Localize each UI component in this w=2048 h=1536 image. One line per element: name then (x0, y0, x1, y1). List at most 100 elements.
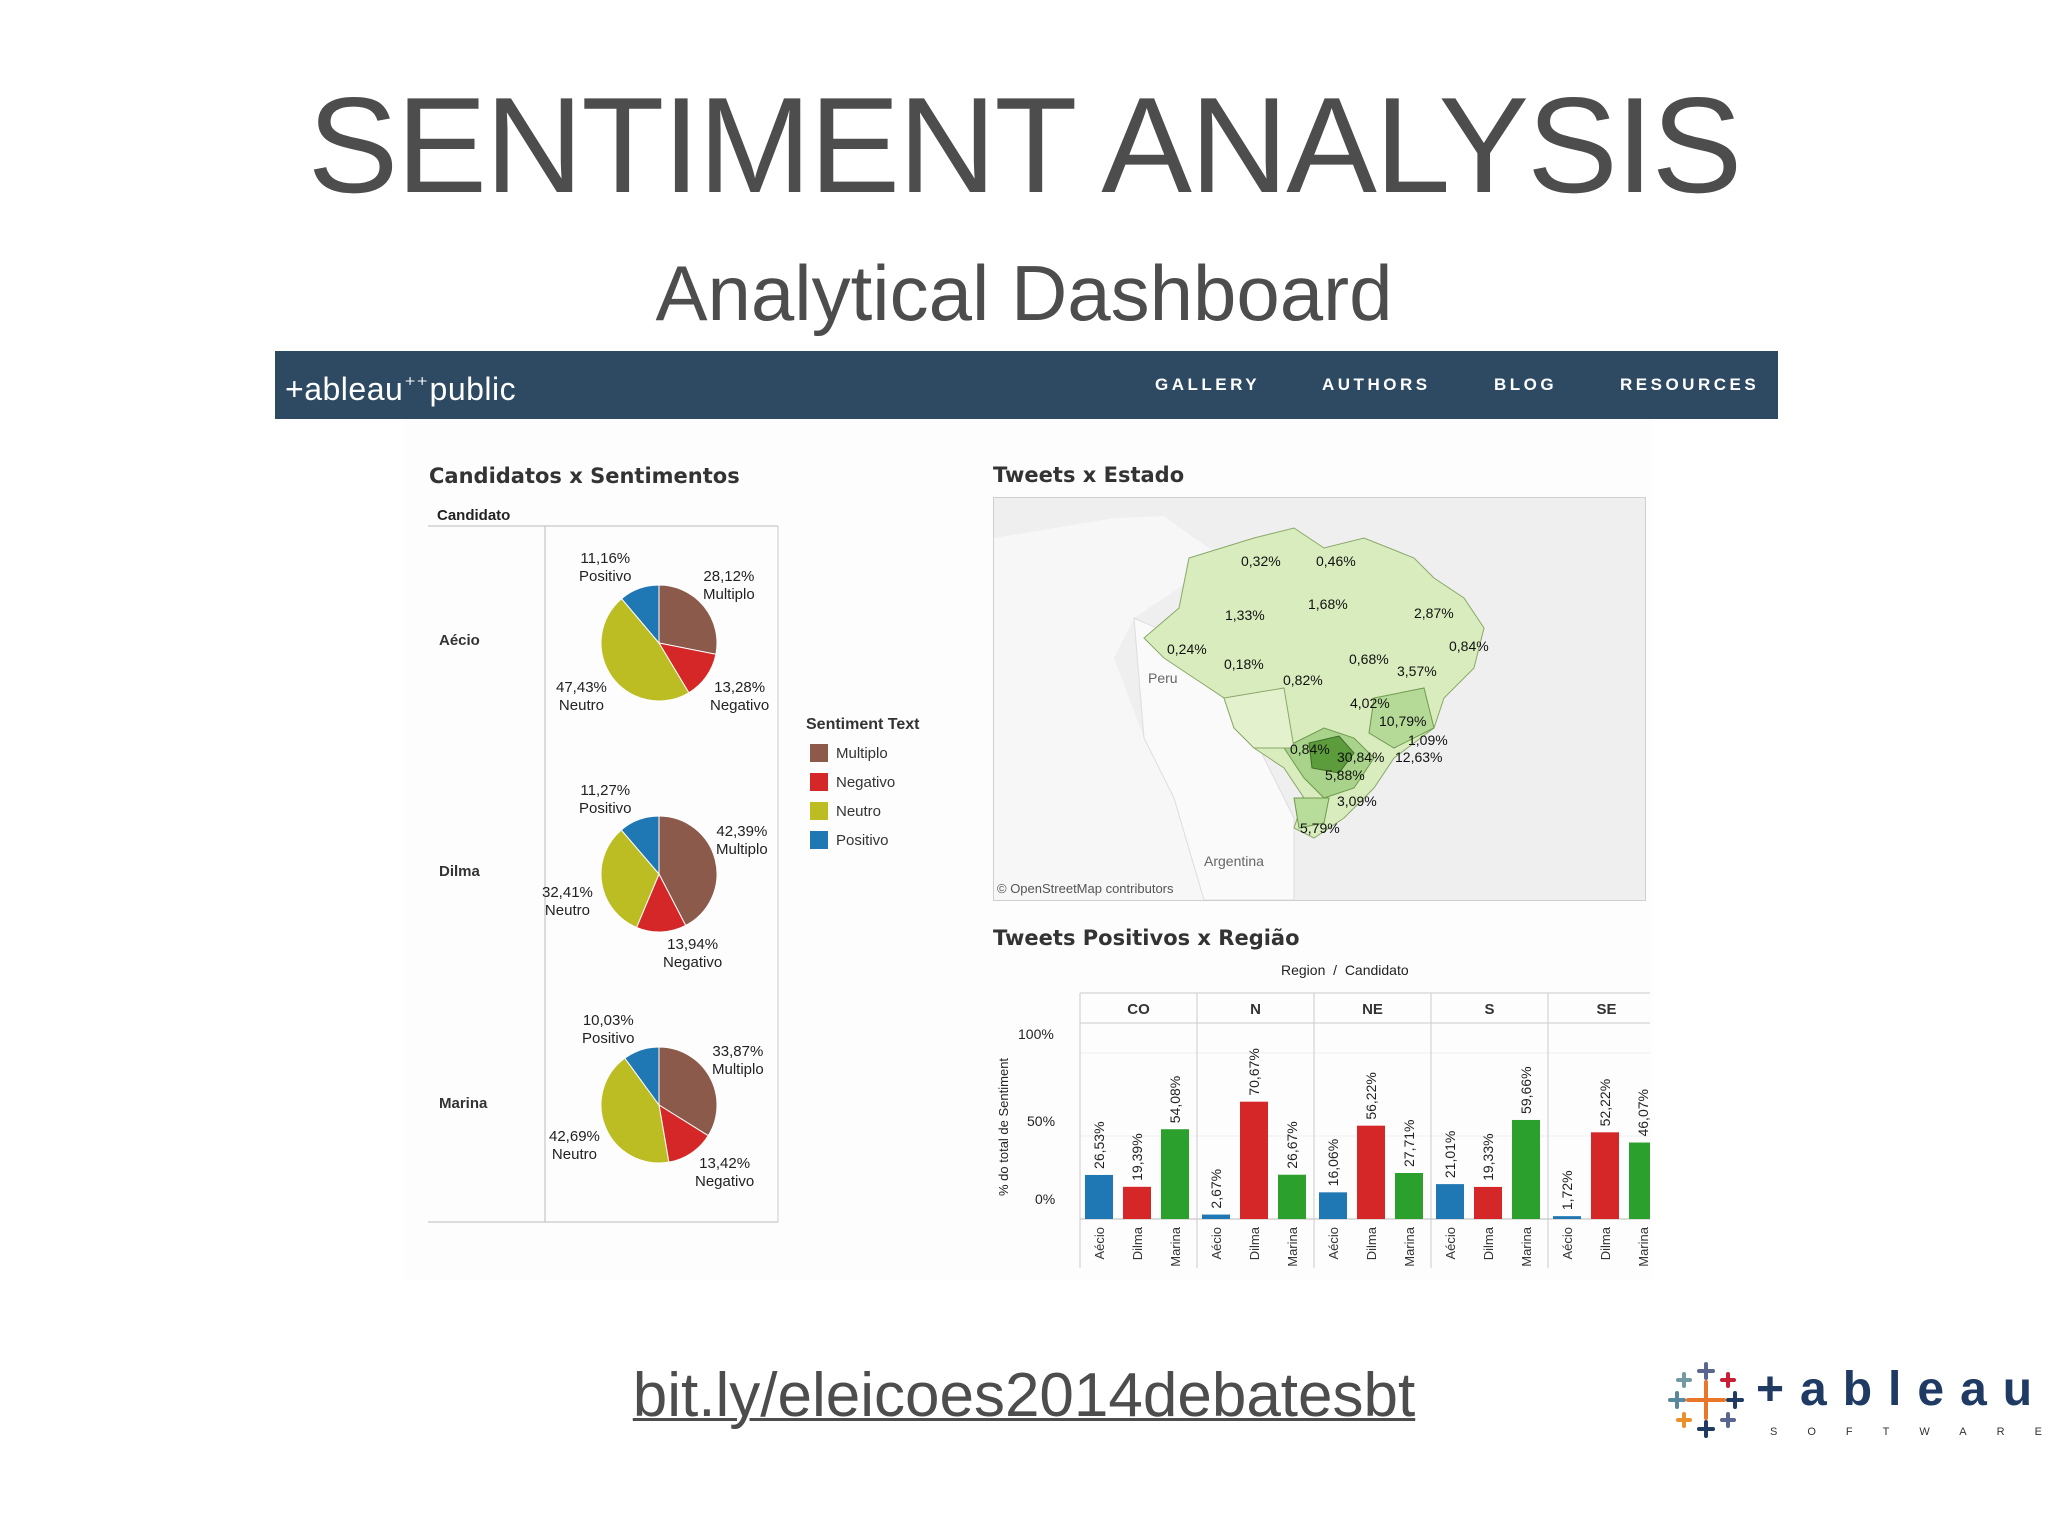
ytick: 50% (1027, 1113, 1056, 1129)
pies-section-title: Candidatos x Sentimentos (429, 464, 740, 488)
pie-label-multiplo: 42,39% Multiplo (716, 823, 768, 858)
legend-item-negativo[interactable]: Negativo (810, 773, 895, 791)
bar-co-1[interactable] (1123, 1186, 1151, 1219)
slide-subtitle: Analytical Dashboard (655, 249, 1393, 337)
bars-header: Region / Candidato (1281, 962, 1409, 978)
pie-slice-positivo[interactable] (624, 1046, 660, 1107)
nav-blog[interactable]: BLOG (1494, 375, 1558, 394)
pie-label-neutro: 47,43% Neutro (556, 679, 607, 714)
map-value-label: 4,02% (1350, 695, 1390, 711)
map-value-label: 0,82% (1283, 672, 1323, 688)
bar-se-2[interactable] (1629, 1142, 1650, 1219)
legend-item-positivo[interactable]: Positivo (810, 831, 889, 849)
bar-value-label: 46,07% (1635, 1089, 1650, 1136)
candidate-axis-label: Marina (1402, 1226, 1417, 1267)
bar-ne-2[interactable] (1395, 1173, 1423, 1219)
bar-s-2[interactable] (1512, 1119, 1540, 1219)
nav-resources[interactable]: RESOURCES (1620, 375, 1760, 394)
map-value-label: 0,18% (1224, 656, 1264, 672)
bar-ne-0[interactable] (1319, 1192, 1347, 1219)
map-value-label: 0,32% (1241, 553, 1281, 569)
pie-slice-positivo[interactable] (620, 584, 660, 645)
region-label: S (1484, 1001, 1494, 1018)
region-label: NE (1362, 1001, 1383, 1018)
pie-slice-multiplo[interactable] (658, 584, 718, 655)
bar-chart[interactable]: CO 26,53% Aécio 19,39% Dilma 54,08% Marina N 2,6… (1070, 983, 1650, 1268)
bar-co-0[interactable] (1085, 1174, 1113, 1219)
candidate-axis-label: Aécio (1326, 1227, 1341, 1260)
pie-slice-neutro[interactable] (600, 597, 690, 702)
map-value-label: 0,24% (1167, 641, 1207, 657)
map-attribution[interactable]: © OpenStreetMap contributors (997, 881, 1174, 896)
legend-title: Sentiment Text (806, 716, 920, 733)
bar-n-1[interactable] (1240, 1101, 1268, 1219)
bar-n-0[interactable] (1202, 1214, 1230, 1219)
bar-value-label: 19,33% (1480, 1133, 1496, 1180)
pie-slice-neutro[interactable] (600, 1057, 670, 1164)
slide-title: SENTIMENT ANALYSIS (307, 69, 1743, 221)
map-value-label: 0,68% (1349, 651, 1389, 667)
map-value-label: 0,84% (1290, 741, 1330, 757)
pie-label-neutro: 42,69% Neutro (549, 1128, 600, 1163)
brazil-map[interactable]: 0,32% 0,46% 1,33% 1,68% 2,87% 0,24% 0,18… (993, 497, 1646, 901)
bars-section-title: Tweets Positivos x Região (993, 926, 1300, 950)
bar-value-label: 56,22% (1363, 1072, 1379, 1119)
pie-dilma[interactable] (599, 814, 719, 934)
pies-table-grid (428, 525, 779, 1223)
bar-se-1[interactable] (1591, 1132, 1619, 1219)
pie-slice-neutro[interactable] (600, 829, 660, 929)
pie-slice-positivo[interactable] (620, 815, 660, 876)
candidate-axis-label: Dilma (1481, 1226, 1496, 1260)
bar-value-label: 59,66% (1518, 1066, 1534, 1113)
ytick: 0% (1035, 1191, 1056, 1207)
bar-s-1[interactable] (1474, 1186, 1502, 1219)
tableau-logo-icon (1668, 1362, 1744, 1438)
candidate-axis-label: Marina (1285, 1226, 1300, 1267)
logo-text-right: public (429, 371, 517, 407)
bar-co-2[interactable] (1161, 1129, 1189, 1219)
map-value-label: 1,68% (1308, 596, 1348, 612)
candidate-axis-label: Marina (1168, 1226, 1183, 1267)
tableau-public-header (275, 351, 1778, 419)
candidate-axis-label: Aécio (1092, 1227, 1107, 1260)
map-value-label: 5,88% (1325, 767, 1365, 783)
pie-slice-negativo[interactable] (635, 872, 687, 933)
map-value-label: 12,63% (1395, 749, 1443, 765)
legend-swatch (810, 802, 828, 820)
tableau-wordmark: +ableau (1756, 1363, 2048, 1416)
pie-label-multiplo: 28,12% Multiplo (703, 568, 755, 603)
bar-value-label: 52,22% (1597, 1079, 1613, 1126)
bar-n-2[interactable] (1278, 1174, 1306, 1219)
candidate-axis-label: Dilma (1130, 1226, 1145, 1260)
bar-s-0[interactable] (1436, 1184, 1464, 1219)
legend-item-multiplo[interactable]: Multiplo (810, 744, 888, 762)
map-shapes (994, 498, 1645, 900)
candidate-axis-label: Dilma (1598, 1226, 1613, 1260)
candidate-axis-label: Dilma (1247, 1226, 1262, 1260)
pie-marina[interactable] (599, 1045, 719, 1165)
dashboard-link[interactable]: bit.ly/eleicoes2014debatesbt (632, 1361, 1416, 1430)
logo-plus-icon: ⁺⁺ (404, 372, 429, 397)
pie-label-positivo: 10,03% Positivo (582, 1012, 635, 1047)
ytick: 100% (1018, 1026, 1054, 1042)
candidate-label-marina: Marina (439, 1095, 488, 1112)
bar-value-label: 27,71% (1401, 1120, 1417, 1167)
bar-ne-1[interactable] (1357, 1125, 1385, 1219)
pie-slice-multiplo[interactable] (658, 815, 718, 927)
bar-se-0[interactable] (1553, 1216, 1581, 1219)
bar-value-label: 70,67% (1246, 1048, 1262, 1095)
map-value-label: 0,84% (1449, 638, 1489, 654)
candidate-axis-label: Aécio (1443, 1227, 1458, 1260)
nav-gallery[interactable]: GALLERY (1155, 375, 1261, 394)
bars-ylabel: % do total de Sentiment (996, 1057, 1011, 1196)
map-value-label: 2,87% (1414, 605, 1454, 621)
legend-swatch (810, 744, 828, 762)
map-value-label: 10,79% (1379, 713, 1427, 729)
candidate-axis-label: Marina (1636, 1226, 1650, 1267)
tableau-software-text: SOFTWARE (1770, 1426, 2048, 1438)
tableau-public-logo[interactable]: +ableau⁺⁺public (285, 351, 516, 419)
legend-swatch (810, 831, 828, 849)
nav-authors[interactable]: AUTHORS (1322, 375, 1431, 394)
legend-item-neutro[interactable]: Neutro (810, 802, 881, 820)
pie-aecio[interactable] (599, 583, 719, 703)
